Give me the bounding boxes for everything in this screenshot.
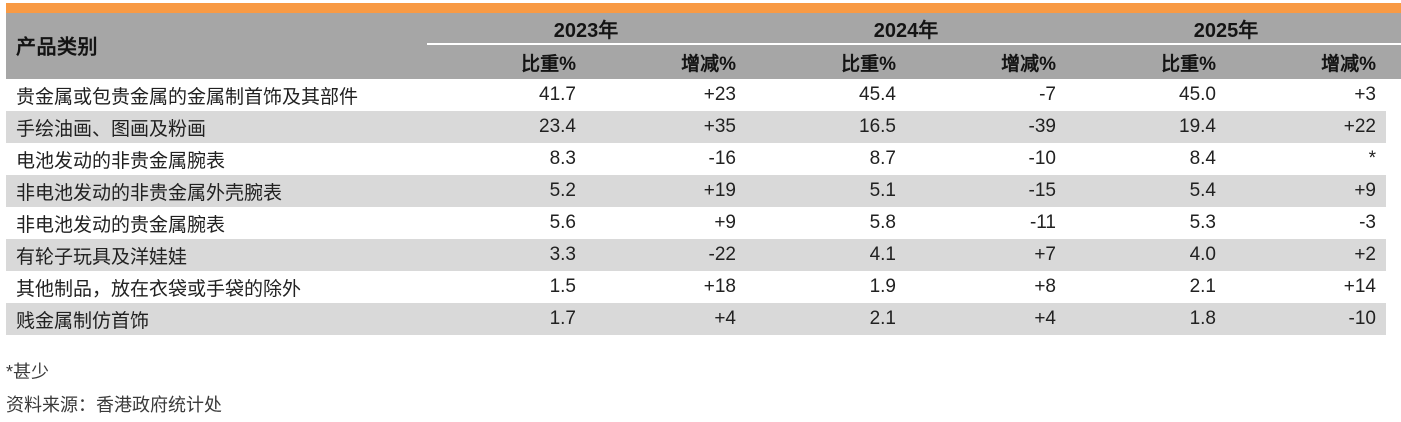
value-cell: -11 xyxy=(1029,212,1056,233)
table-row: 其他制品，放在衣袋或手袋的除外 1.5 +18 1.9 +8 2.1 +14 xyxy=(6,271,1386,303)
value-cell: +7 xyxy=(1034,244,1056,265)
value-cell: +9 xyxy=(714,212,736,233)
col-header-2025-share: 比重% xyxy=(1161,53,1216,75)
col-header-2025-change: 增减% xyxy=(1321,53,1376,75)
value-cell: 3.3 xyxy=(549,244,576,265)
value-cell: +18 xyxy=(703,276,736,297)
col-header-2023-change: 增减% xyxy=(681,53,736,75)
value-cell: 16.5 xyxy=(859,116,896,137)
value-cell: -3 xyxy=(1359,212,1376,233)
footnote-source: 资料来源：香港政府统计处 xyxy=(6,395,222,415)
year-header-2025: 2025年 xyxy=(1193,19,1259,42)
value-cell: 1.9 xyxy=(869,276,896,297)
value-cell: +23 xyxy=(703,84,736,105)
table-row: 非电池发动的非贵金属外壳腕表 5.2 +19 5.1 -15 5.4 +9 xyxy=(6,175,1386,207)
col-header-2024-share: 比重% xyxy=(841,53,896,75)
category-cell: 非电池发动的贵金属腕表 xyxy=(16,214,226,236)
value-cell: +4 xyxy=(714,308,736,329)
value-cell: -16 xyxy=(708,148,736,169)
value-cell: 4.1 xyxy=(869,244,896,265)
value-cell: 5.1 xyxy=(869,180,896,201)
value-cell: -7 xyxy=(1039,84,1056,105)
value-cell: 1.5 xyxy=(549,276,576,297)
value-cell: +4 xyxy=(1034,308,1056,329)
table-row: 非电池发动的贵金属腕表 5.6 +9 5.8 -11 5.3 -3 xyxy=(6,207,1386,239)
value-cell: 2.1 xyxy=(1189,276,1216,297)
col-header-2024-change: 增减% xyxy=(1001,53,1056,75)
value-cell: -10 xyxy=(1028,148,1056,169)
category-cell: 电池发动的非贵金属腕表 xyxy=(16,150,226,172)
table-row: 手绘油画、图画及粉画 23.4 +35 16.5 -39 19.4 +22 xyxy=(6,111,1386,143)
table-body: 贵金属或包贵金属的金属制首饰及其部件 41.7 +23 45.4 -7 45.0… xyxy=(6,79,1386,335)
category-cell: 贱金属制仿首饰 xyxy=(16,310,150,332)
value-cell: -15 xyxy=(1028,180,1056,201)
value-cell: 1.8 xyxy=(1189,308,1216,329)
value-cell: 8.7 xyxy=(869,148,896,169)
table-row: 有轮子玩具及洋娃娃 3.3 -22 4.1 +7 4.0 +2 xyxy=(6,239,1386,271)
value-cell: -39 xyxy=(1028,116,1056,137)
category-cell: 手绘油画、图画及粉画 xyxy=(16,118,207,140)
value-cell: +8 xyxy=(1034,276,1056,297)
value-cell: 8.3 xyxy=(549,148,576,169)
value-cell: +22 xyxy=(1343,116,1376,137)
value-cell: 1.7 xyxy=(549,308,576,329)
value-cell: 19.4 xyxy=(1179,116,1216,137)
accent-bar xyxy=(6,3,1401,13)
value-cell: 23.4 xyxy=(539,116,576,137)
value-cell: +14 xyxy=(1343,276,1376,297)
value-cell: 4.0 xyxy=(1189,244,1216,265)
category-cell: 非电池发动的非贵金属外壳腕表 xyxy=(16,182,283,204)
category-column-header: 产品类别 xyxy=(16,36,98,59)
footnote-asterisk: *甚少 xyxy=(6,362,50,382)
table-row: 贵金属或包贵金属的金属制首饰及其部件 41.7 +23 45.4 -7 45.0… xyxy=(6,79,1386,111)
value-cell: 8.4 xyxy=(1189,148,1216,169)
col-header-2023-share: 比重% xyxy=(521,53,576,75)
value-cell: 2.1 xyxy=(869,308,896,329)
value-cell: +3 xyxy=(1354,84,1376,105)
category-cell: 贵金属或包贵金属的金属制首饰及其部件 xyxy=(16,86,359,108)
value-cell: +35 xyxy=(703,116,736,137)
value-cell: 5.2 xyxy=(549,180,576,201)
footnotes: *甚少 资料来源：香港政府统计处 xyxy=(6,358,1401,417)
table-header: 产品类别 2023年 2024年 2025年 比重% 增减% 比重% 增减% 比… xyxy=(6,13,1401,79)
value-cell: -22 xyxy=(708,244,736,265)
year-header-divider xyxy=(427,43,1401,45)
value-cell: 5.6 xyxy=(549,212,576,233)
table-row: 贱金属制仿首饰 1.7 +4 2.1 +4 1.8 -10 xyxy=(6,303,1386,335)
value-cell: -10 xyxy=(1348,308,1376,329)
table-row: 电池发动的非贵金属腕表 8.3 -16 8.7 -10 8.4 * xyxy=(6,143,1386,175)
subheader-row: 比重% 增减% 比重% 增减% 比重% 增减% xyxy=(6,45,1386,79)
year-header-2024: 2024年 xyxy=(873,19,939,42)
value-cell: 45.4 xyxy=(859,84,896,105)
year-header-2023: 2023年 xyxy=(553,19,619,42)
value-cell: * xyxy=(1368,148,1376,169)
value-cell: 45.0 xyxy=(1179,84,1216,105)
category-cell: 其他制品，放在衣袋或手袋的除外 xyxy=(16,278,302,300)
value-cell: 41.7 xyxy=(539,84,576,105)
value-cell: +2 xyxy=(1354,244,1376,265)
value-cell: +9 xyxy=(1354,180,1376,201)
year-header-row: 2023年 2024年 2025年 xyxy=(6,13,1386,43)
value-cell: 5.8 xyxy=(869,212,896,233)
value-cell: 5.4 xyxy=(1189,180,1216,201)
value-cell: +19 xyxy=(703,180,736,201)
value-cell: 5.3 xyxy=(1189,212,1216,233)
category-cell: 有轮子玩具及洋娃娃 xyxy=(16,246,188,268)
